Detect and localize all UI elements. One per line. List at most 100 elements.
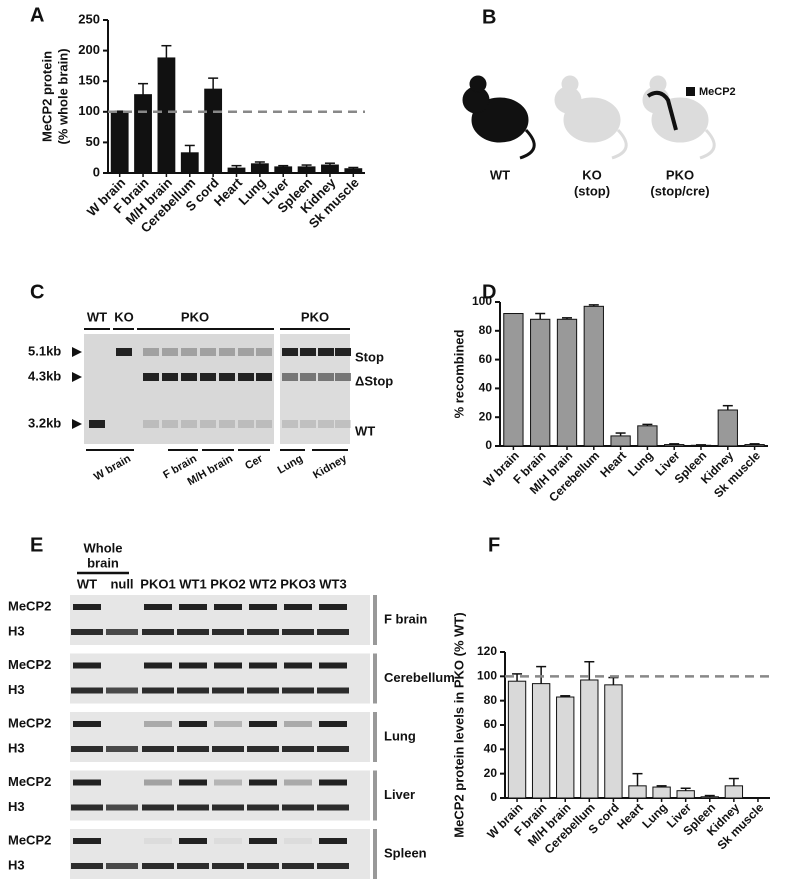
legend-label: MeCP2: [699, 86, 736, 98]
blot-band: [319, 721, 347, 727]
bar: [507, 680, 527, 799]
blot-band: [249, 838, 277, 844]
mouse-sublabel: (stop/cre): [650, 183, 709, 198]
blot-band: [177, 629, 209, 635]
blot-band: [143, 420, 159, 428]
blot-band: [106, 746, 138, 752]
size-arrows: [72, 347, 82, 429]
bar: [724, 785, 744, 799]
blot-band: [106, 804, 138, 811]
blot-band: [200, 373, 216, 381]
blot-band: [219, 373, 235, 381]
blot-band: [238, 373, 254, 381]
blot-band: [106, 687, 138, 694]
blot-band: [71, 629, 103, 635]
row-label: MeCP2: [8, 774, 51, 789]
bar: [583, 305, 604, 447]
blot-band: [212, 804, 244, 811]
blot-band: [179, 779, 207, 786]
blot-band: [143, 373, 159, 381]
blot-band: [179, 604, 207, 610]
bar: [503, 313, 524, 447]
blot-band: [319, 604, 347, 610]
bar: [744, 444, 765, 447]
blot-band: [143, 348, 159, 356]
lane-label: WT1: [179, 576, 206, 591]
blot-band: [318, 373, 334, 381]
y-axis-label: MeCP2 protein levels in PKO (% WT): [451, 612, 466, 837]
blot-band: [200, 348, 216, 356]
blot-band: [162, 348, 178, 356]
blot-band: [144, 721, 172, 727]
blot-band: [142, 863, 174, 869]
blot-band: [142, 746, 174, 752]
row-label: H3: [8, 623, 25, 638]
blot-band: [249, 604, 277, 610]
bar: [700, 796, 719, 799]
size-label: 4.3kb: [28, 368, 61, 383]
blot-band: [200, 420, 216, 428]
blot-band: [142, 687, 174, 694]
y-axis-label: % recombined: [451, 330, 466, 419]
bar: [157, 57, 176, 174]
blot-band: [73, 779, 101, 786]
lane-label: PKO1: [140, 576, 175, 591]
tissue-label: Kidney: [311, 452, 350, 481]
y-tick-label: 40: [479, 381, 493, 395]
blot-band: [317, 746, 349, 752]
blot-band: [73, 662, 101, 669]
legend-swatch: [686, 87, 695, 96]
group-label: PKO: [301, 309, 329, 324]
blot-band: [282, 348, 298, 356]
blot-band: [179, 838, 207, 844]
blot-band: [212, 687, 244, 694]
blot-band: [144, 838, 172, 844]
bar: [690, 444, 712, 447]
blot-band: [282, 863, 314, 869]
panel-letter: A: [30, 4, 44, 26]
tissue-label: Lung: [276, 453, 305, 477]
blot-band: [71, 804, 103, 811]
blot-band: [282, 373, 298, 381]
lane-label: PKO3: [280, 576, 315, 591]
y-tick-label: 100: [78, 103, 100, 118]
blot-band: [256, 348, 272, 356]
panel-letter: D: [482, 281, 496, 303]
blot-band: [335, 348, 351, 356]
mouse-label: KO: [582, 167, 602, 182]
blot-bands: [89, 348, 351, 428]
mouse-ko: [554, 75, 628, 160]
blot-band: [317, 863, 349, 869]
tissue-label: Liver: [384, 787, 415, 802]
blot-band: [282, 746, 314, 752]
y-tick-label: 50: [86, 134, 100, 149]
blot-band: [181, 420, 197, 428]
panel-letter: B: [482, 6, 496, 28]
bar: [297, 166, 316, 174]
blot-divider: [373, 653, 377, 704]
tissue-label: W brain: [92, 453, 133, 484]
bar: [344, 168, 363, 174]
lane-label: WT3: [319, 576, 346, 591]
blot: [70, 770, 370, 821]
blot-band: [317, 804, 349, 811]
blot-band: [284, 779, 312, 786]
panel-letter: C: [30, 281, 44, 303]
y-tick-label: 150: [78, 73, 100, 88]
blot-band: [319, 662, 347, 669]
blot-band: [318, 420, 334, 428]
blot: [70, 653, 370, 704]
blot-band: [179, 721, 207, 727]
blot-band: [106, 629, 138, 635]
blot-band: [256, 373, 272, 381]
blot-band: [177, 746, 209, 752]
blot-band: [181, 348, 197, 356]
blot-band: [247, 804, 279, 811]
blot: [70, 595, 370, 645]
tissue-label: F brain: [384, 611, 427, 626]
y-tick-label: 0: [490, 790, 497, 804]
blot-band: [318, 348, 334, 356]
row-label: H3: [8, 857, 25, 872]
blot-band: [249, 779, 277, 786]
blot-band: [214, 838, 242, 844]
